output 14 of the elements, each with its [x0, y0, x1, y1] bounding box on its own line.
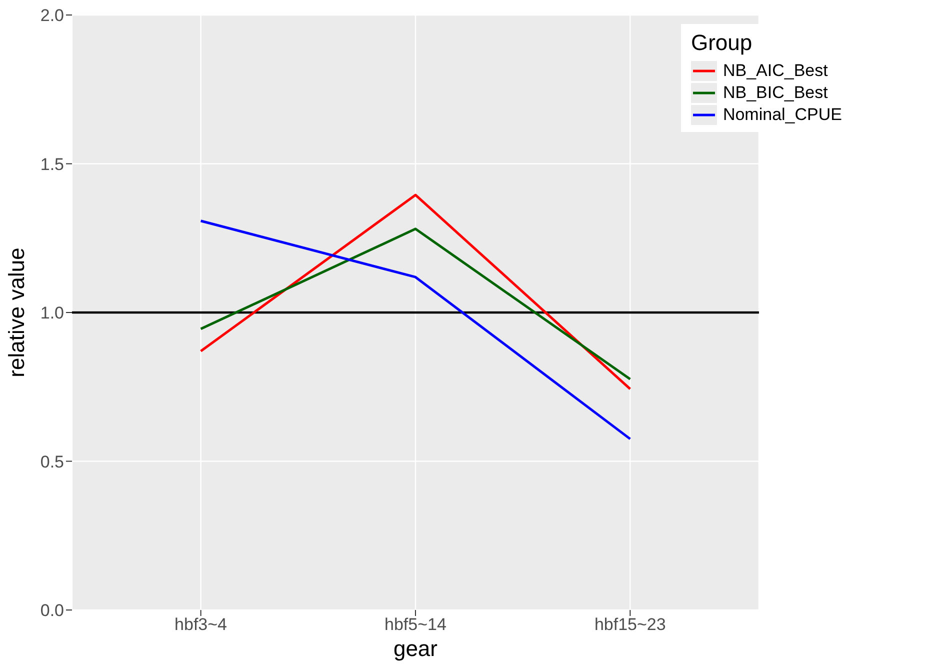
legend-title: Group: [690, 30, 754, 56]
y-axis-title: relative value: [4, 248, 29, 378]
x-tick-label: hbf3~4: [174, 615, 228, 634]
y-tick-label: 1.0: [40, 304, 64, 323]
legend-label: Nominal_CPUE: [722, 104, 842, 126]
legend-label: NB_BIC_Best: [722, 82, 829, 104]
y-tick-label: 0.5: [40, 452, 64, 472]
y-tick-label: 0.0: [40, 601, 64, 620]
x-tick-label: hbf5~14: [384, 615, 446, 634]
y-tick-label: 2.0: [40, 6, 64, 26]
x-tick-label: hbf15~23: [594, 615, 666, 634]
legend-label: NB_AIC_Best: [722, 60, 829, 82]
y-tick-label: 1.5: [40, 154, 64, 174]
x-axis-title: gear: [393, 636, 438, 661]
